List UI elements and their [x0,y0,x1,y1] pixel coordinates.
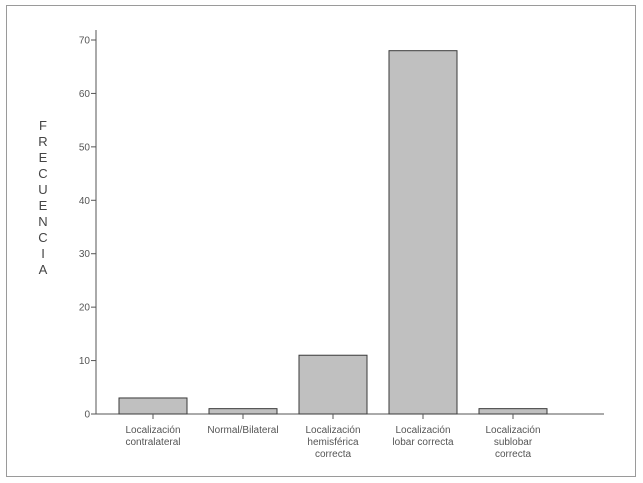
x-tick-label: Normal/Bilateral [207,425,278,436]
y-tick-label: 40 [79,196,91,207]
y-axis-label-letter: R [38,134,47,149]
y-tick-label: 0 [84,410,90,421]
x-tick-label: Localización [485,425,540,436]
y-axis-label-letter: I [41,246,45,261]
y-axis-label-letter: C [38,166,47,181]
chart-frame: 0 10 20 30 40 50 60 70 F R E C U E N C I A Localización con… [6,5,636,477]
x-tick-label: hemisférica [307,437,359,448]
x-tick-label: Localización [305,425,360,436]
bar [208,408,278,415]
y-axis-label-letter: U [38,182,47,197]
bar [118,397,188,415]
bar [478,408,548,415]
y-tick-label: 60 [79,89,91,100]
x-tick-label: Localización [395,425,450,436]
y-axis-label-letter: E [39,150,48,165]
y-tick-label: 30 [79,249,91,260]
x-tick-label: Localización [125,425,180,436]
x-tick-label: lobar correcta [392,437,454,448]
y-axis-label-letter: C [38,230,47,245]
x-tick-label: sublobar [494,437,533,448]
y-axis-label-letter: E [39,198,48,213]
y-axis-label-letter: A [39,262,48,277]
bar-chart: 010203040506070FRECUENCIALocalizacióncon… [38,30,604,460]
bar [388,50,458,415]
bar [298,354,368,415]
y-tick-label: 20 [79,303,91,314]
y-axis-label-letter: N [38,214,47,229]
y-axis-label-letter: F [39,118,47,133]
x-tick-label: contralateral [125,437,180,448]
y-tick-label: 50 [79,142,91,153]
y-tick-label: 70 [79,36,91,47]
x-tick-label: correcta [315,449,352,460]
x-tick-label: correcta [495,449,532,460]
y-tick-label: 10 [79,356,91,367]
